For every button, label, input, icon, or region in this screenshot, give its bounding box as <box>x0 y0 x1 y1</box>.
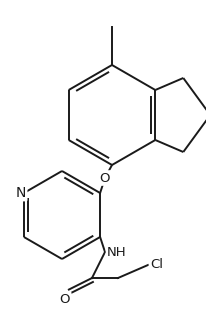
Text: NH: NH <box>107 246 126 259</box>
Text: Cl: Cl <box>149 259 162 272</box>
Text: N: N <box>16 186 26 200</box>
Text: O: O <box>60 293 70 306</box>
Text: O: O <box>99 171 110 184</box>
